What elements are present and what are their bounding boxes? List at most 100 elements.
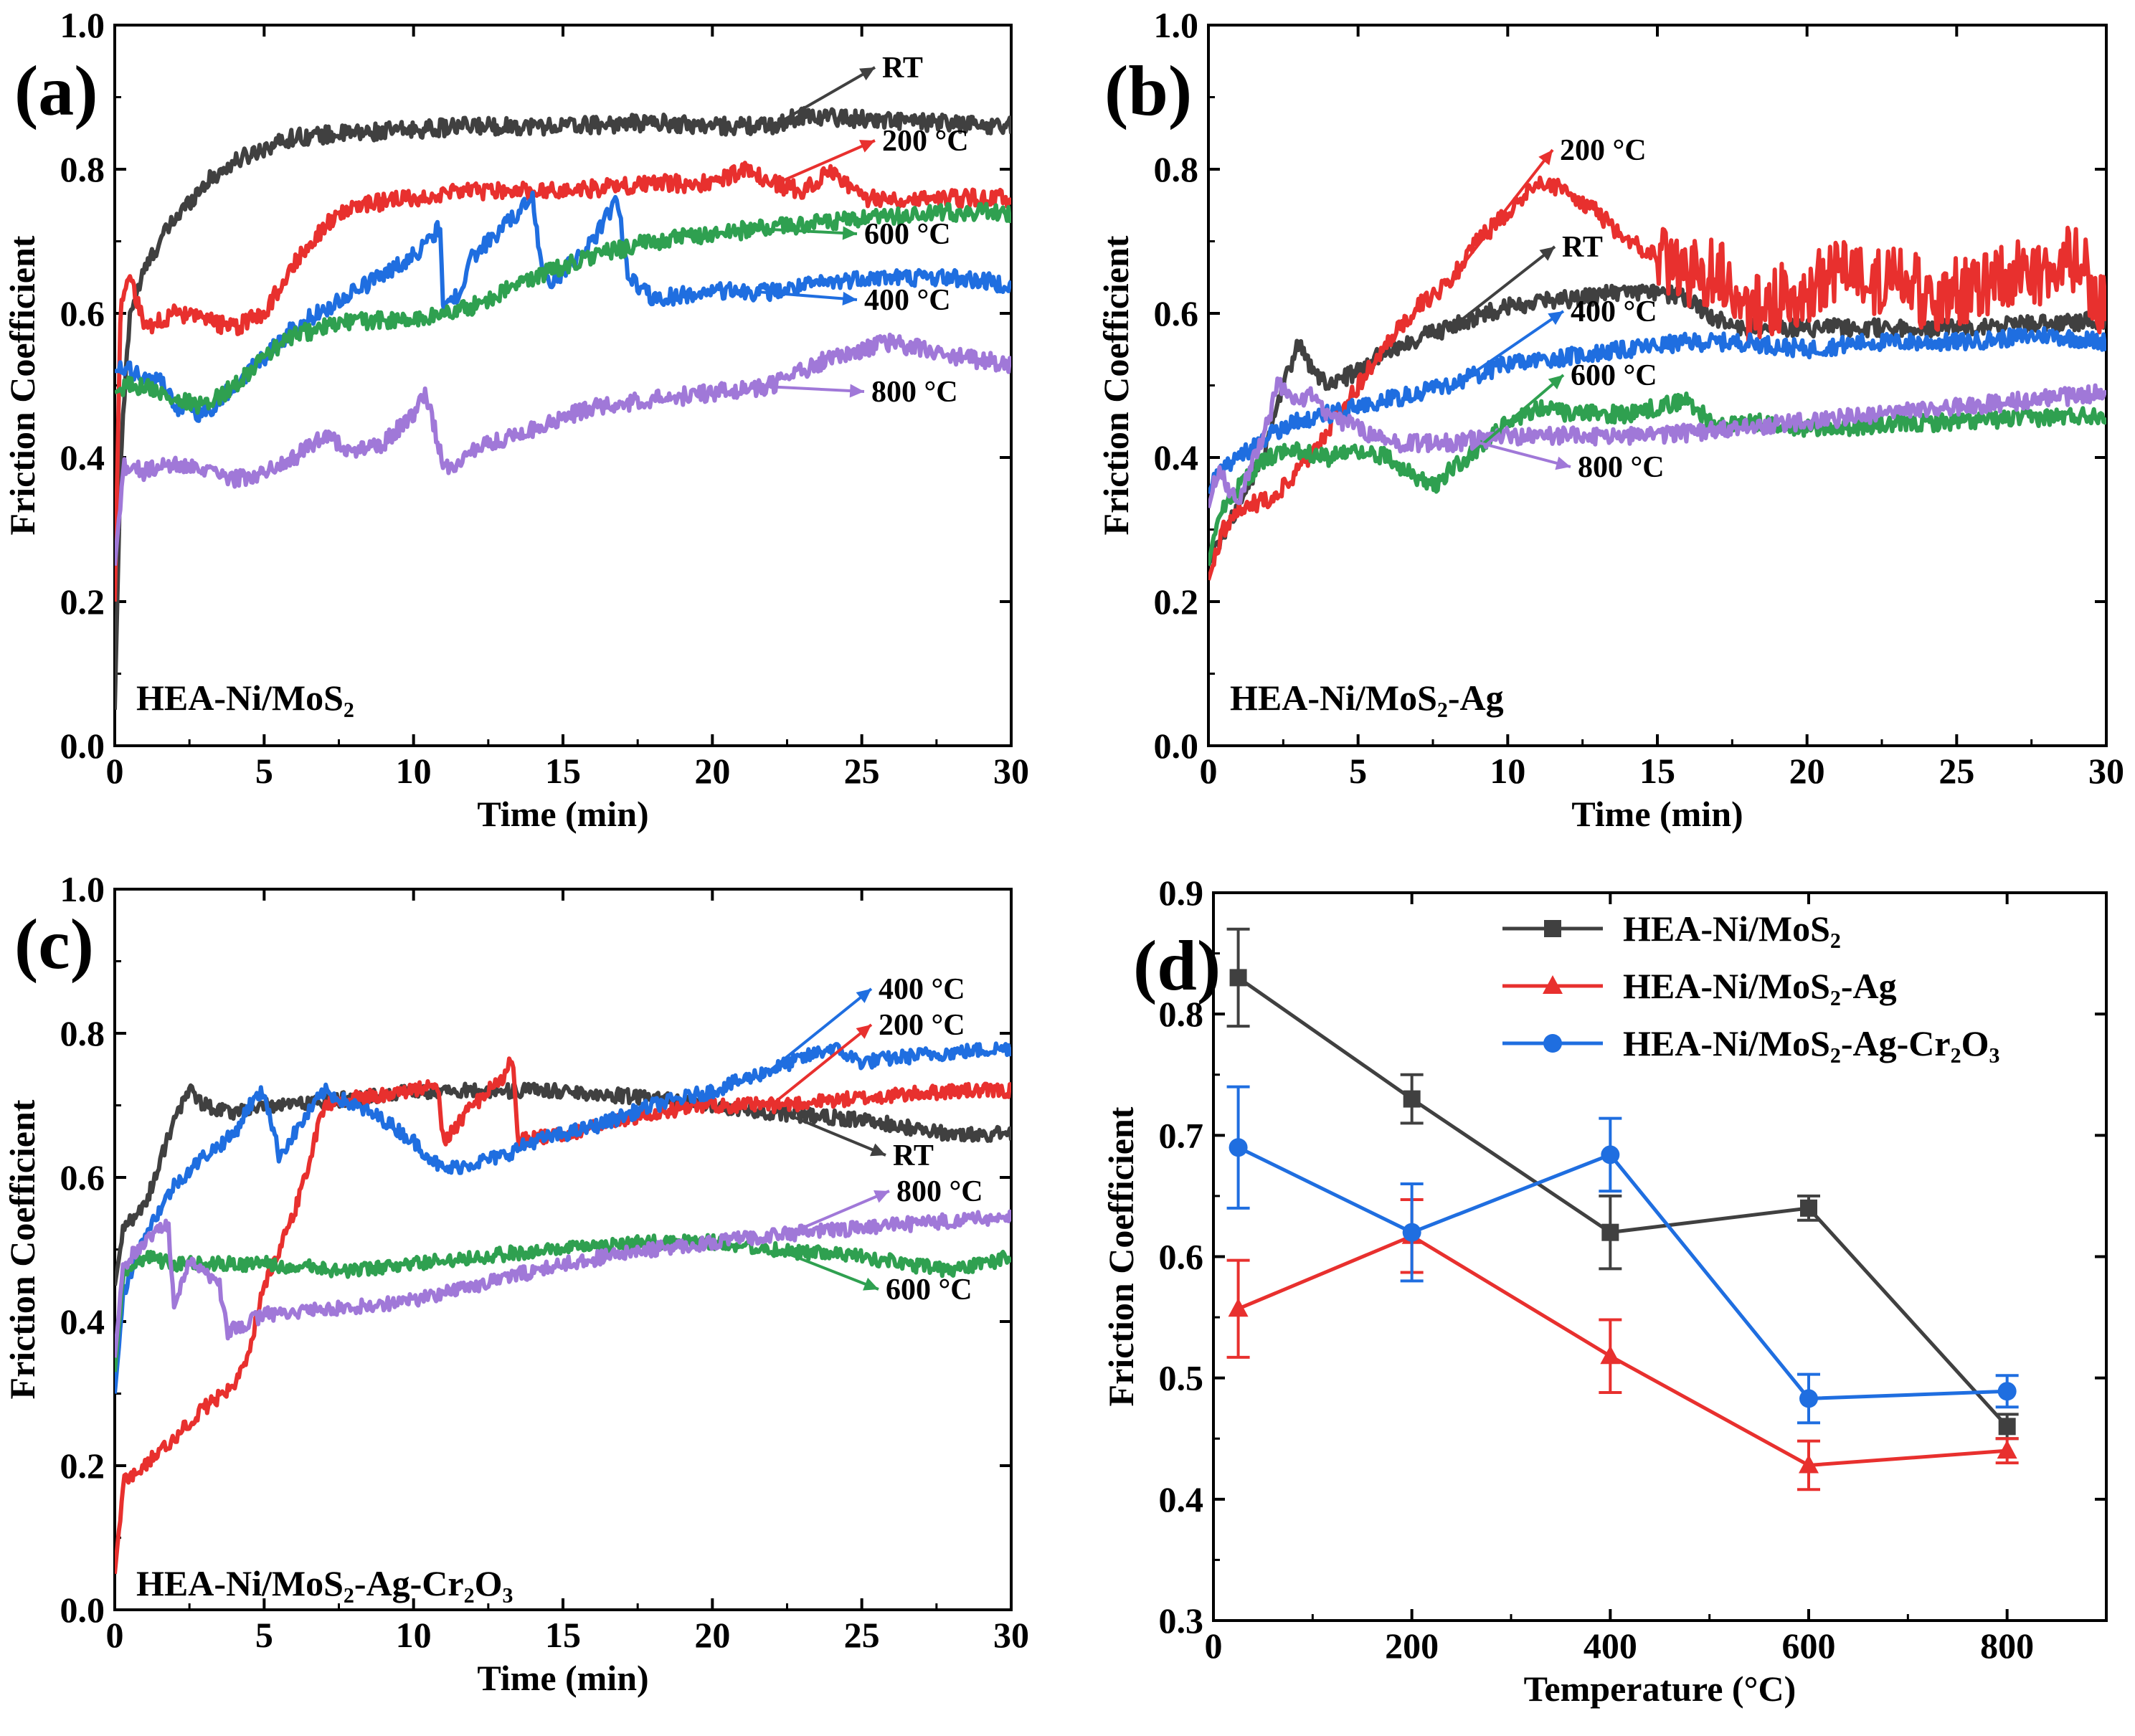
y-tick-label: 0.0 xyxy=(1154,726,1199,766)
annotation-arrow xyxy=(756,226,858,240)
x-tick-label: 5 xyxy=(255,1615,273,1655)
data-point xyxy=(1402,1223,1421,1242)
x-tick-label: 10 xyxy=(396,751,432,791)
data-point xyxy=(1403,1090,1421,1108)
legend-label: HEA-Ni/MoS₂ xyxy=(1623,909,1841,949)
y-tick-label: 0.4 xyxy=(1159,1479,1204,1519)
data-point xyxy=(1229,1138,1248,1157)
y-tick-label: 1.0 xyxy=(1154,5,1199,45)
sample-label: HEA-Ni/MoS₂-Ag xyxy=(1230,678,1504,718)
y-tick-label: 0.6 xyxy=(1159,1237,1204,1277)
x-tick-label: 600 xyxy=(1782,1626,1836,1666)
annotation-arrow-head xyxy=(1548,375,1563,390)
series-heanimosagcro xyxy=(1226,1085,2019,1425)
annotation-arrow-head xyxy=(1548,311,1563,326)
annotation-label: 800 °C xyxy=(896,1175,983,1208)
x-tick-label: 25 xyxy=(844,1615,880,1655)
panel-d: 0 200 400 600 800 0.3 0.4 0.5 0.6 0.7 0.8 0.9 Temper… xyxy=(1101,873,2108,1709)
x-tick-label: 400 xyxy=(1584,1626,1637,1666)
x-tick-label: 15 xyxy=(545,1615,581,1655)
sample-label: HEA-Ni/MoS₂-Ag-Cr₂O₃ xyxy=(136,1563,513,1603)
x-tick-label: 0 xyxy=(1200,751,1218,791)
y-tick-label: 0.0 xyxy=(60,726,105,766)
y-tick-label: 0.4 xyxy=(60,437,105,478)
x-axis-label: Temperature (°C) xyxy=(1524,1669,1796,1709)
x-tick-label: 10 xyxy=(396,1615,432,1655)
x-tick-label: 20 xyxy=(694,751,730,791)
data-point xyxy=(1228,1298,1249,1317)
data-point xyxy=(1998,1418,2016,1436)
data-point xyxy=(1799,1454,1819,1474)
series-line xyxy=(1237,1233,2007,1468)
legend-label: HEA-Ni/MoS₂-Ag-Cr₂O₃ xyxy=(1623,1023,1999,1063)
data-point xyxy=(1600,1345,1621,1365)
panel-label: (d) xyxy=(1133,926,1221,1005)
x-tick-label: 20 xyxy=(694,1615,730,1655)
x-tick-label: 25 xyxy=(844,751,880,791)
annotation-label: 600 °C xyxy=(886,1273,972,1306)
y-tick-label: 0.5 xyxy=(1159,1358,1204,1398)
sample-label: HEA-Ni/MoS₂ xyxy=(136,678,354,718)
annotation-arrow xyxy=(774,66,876,127)
annotation-arrow-line xyxy=(1453,245,1556,327)
x-tick-label: 30 xyxy=(993,751,1029,791)
annotation-label: 400 °C xyxy=(864,284,951,317)
annotation-arrow-head xyxy=(1538,150,1553,166)
annotation-arrow-line xyxy=(785,1112,886,1157)
annotation-arrow xyxy=(777,1248,879,1291)
annotation-arrow-head xyxy=(874,1190,889,1203)
y-tick-label: 0.8 xyxy=(1159,994,1204,1034)
y-tick-label: 0.2 xyxy=(1154,582,1199,622)
y-tick-label: 0.4 xyxy=(60,1301,105,1342)
x-tick-label: 20 xyxy=(1789,751,1825,791)
annotation-arrow-line xyxy=(756,290,858,301)
series-line-200c xyxy=(1208,175,2106,581)
x-tick-label: 15 xyxy=(1639,751,1675,791)
series-line-400c xyxy=(1208,326,2106,495)
x-tick-label: 5 xyxy=(1349,751,1367,791)
y-axis-label: Friction Coefficient xyxy=(1096,235,1136,535)
annotation-label: RT xyxy=(882,52,923,85)
panel-label: (c) xyxy=(14,904,94,984)
series-line-rt xyxy=(115,105,1011,710)
panel-c: 0 5 10 15 20 25 30 0.0 0.2 0.4 0.6 0.8 1.0 Time (min)… xyxy=(2,869,1029,1698)
annotation-arrow xyxy=(770,1023,873,1107)
x-tick-label: 0 xyxy=(1205,1626,1223,1666)
annotation-arrow-head xyxy=(842,291,857,305)
y-tick-label: 0.6 xyxy=(1154,293,1199,333)
x-tick-label: 10 xyxy=(1490,751,1525,791)
legend-marker xyxy=(1543,1034,1562,1053)
y-tick-label: 0.6 xyxy=(60,293,105,333)
annotation-arrow-head xyxy=(856,989,871,1003)
y-tick-label: 0.6 xyxy=(60,1157,105,1197)
y-tick-label: 0.4 xyxy=(1154,437,1199,478)
annotation-label: RT xyxy=(893,1139,934,1172)
series-heanimos xyxy=(1226,927,2019,1441)
annotation-arrow-line xyxy=(777,1248,879,1291)
annotation-arrow-line xyxy=(756,227,858,235)
annotation-arrow xyxy=(1453,245,1556,327)
data-point xyxy=(1997,1382,2017,1401)
annotation-arrow xyxy=(770,987,873,1071)
annotation-arrow-head xyxy=(870,1143,886,1157)
annotation-arrow-line xyxy=(1469,439,1571,468)
legend-marker xyxy=(1544,920,1561,937)
panel-b: 0 5 10 15 20 25 30 0.0 0.2 0.4 0.6 0.8 1.0 Time (min)… xyxy=(1096,5,2124,834)
annotation-label: 600 °C xyxy=(1571,359,1657,392)
series-line-rt xyxy=(1208,283,2106,566)
annotation-arrow-line xyxy=(774,66,876,127)
x-tick-label: 0 xyxy=(106,1615,124,1655)
series-line-800c xyxy=(115,1209,1011,1358)
annotation-arrow-head xyxy=(859,140,875,153)
annotation-label: 600 °C xyxy=(864,218,951,251)
annotation-arrow-head xyxy=(842,226,857,240)
annotation-arrow-head xyxy=(849,384,864,398)
data-point xyxy=(1799,1389,1818,1408)
annotation-arrow-line xyxy=(1462,374,1565,463)
x-axis-label: Time (min) xyxy=(477,1658,648,1698)
y-tick-label: 0.8 xyxy=(60,1013,105,1053)
annotation-arrow-line xyxy=(1462,310,1565,381)
y-tick-label: 0.0 xyxy=(60,1590,105,1630)
x-tick-label: 200 xyxy=(1385,1626,1439,1666)
annotation-label: 400 °C xyxy=(879,973,965,1006)
